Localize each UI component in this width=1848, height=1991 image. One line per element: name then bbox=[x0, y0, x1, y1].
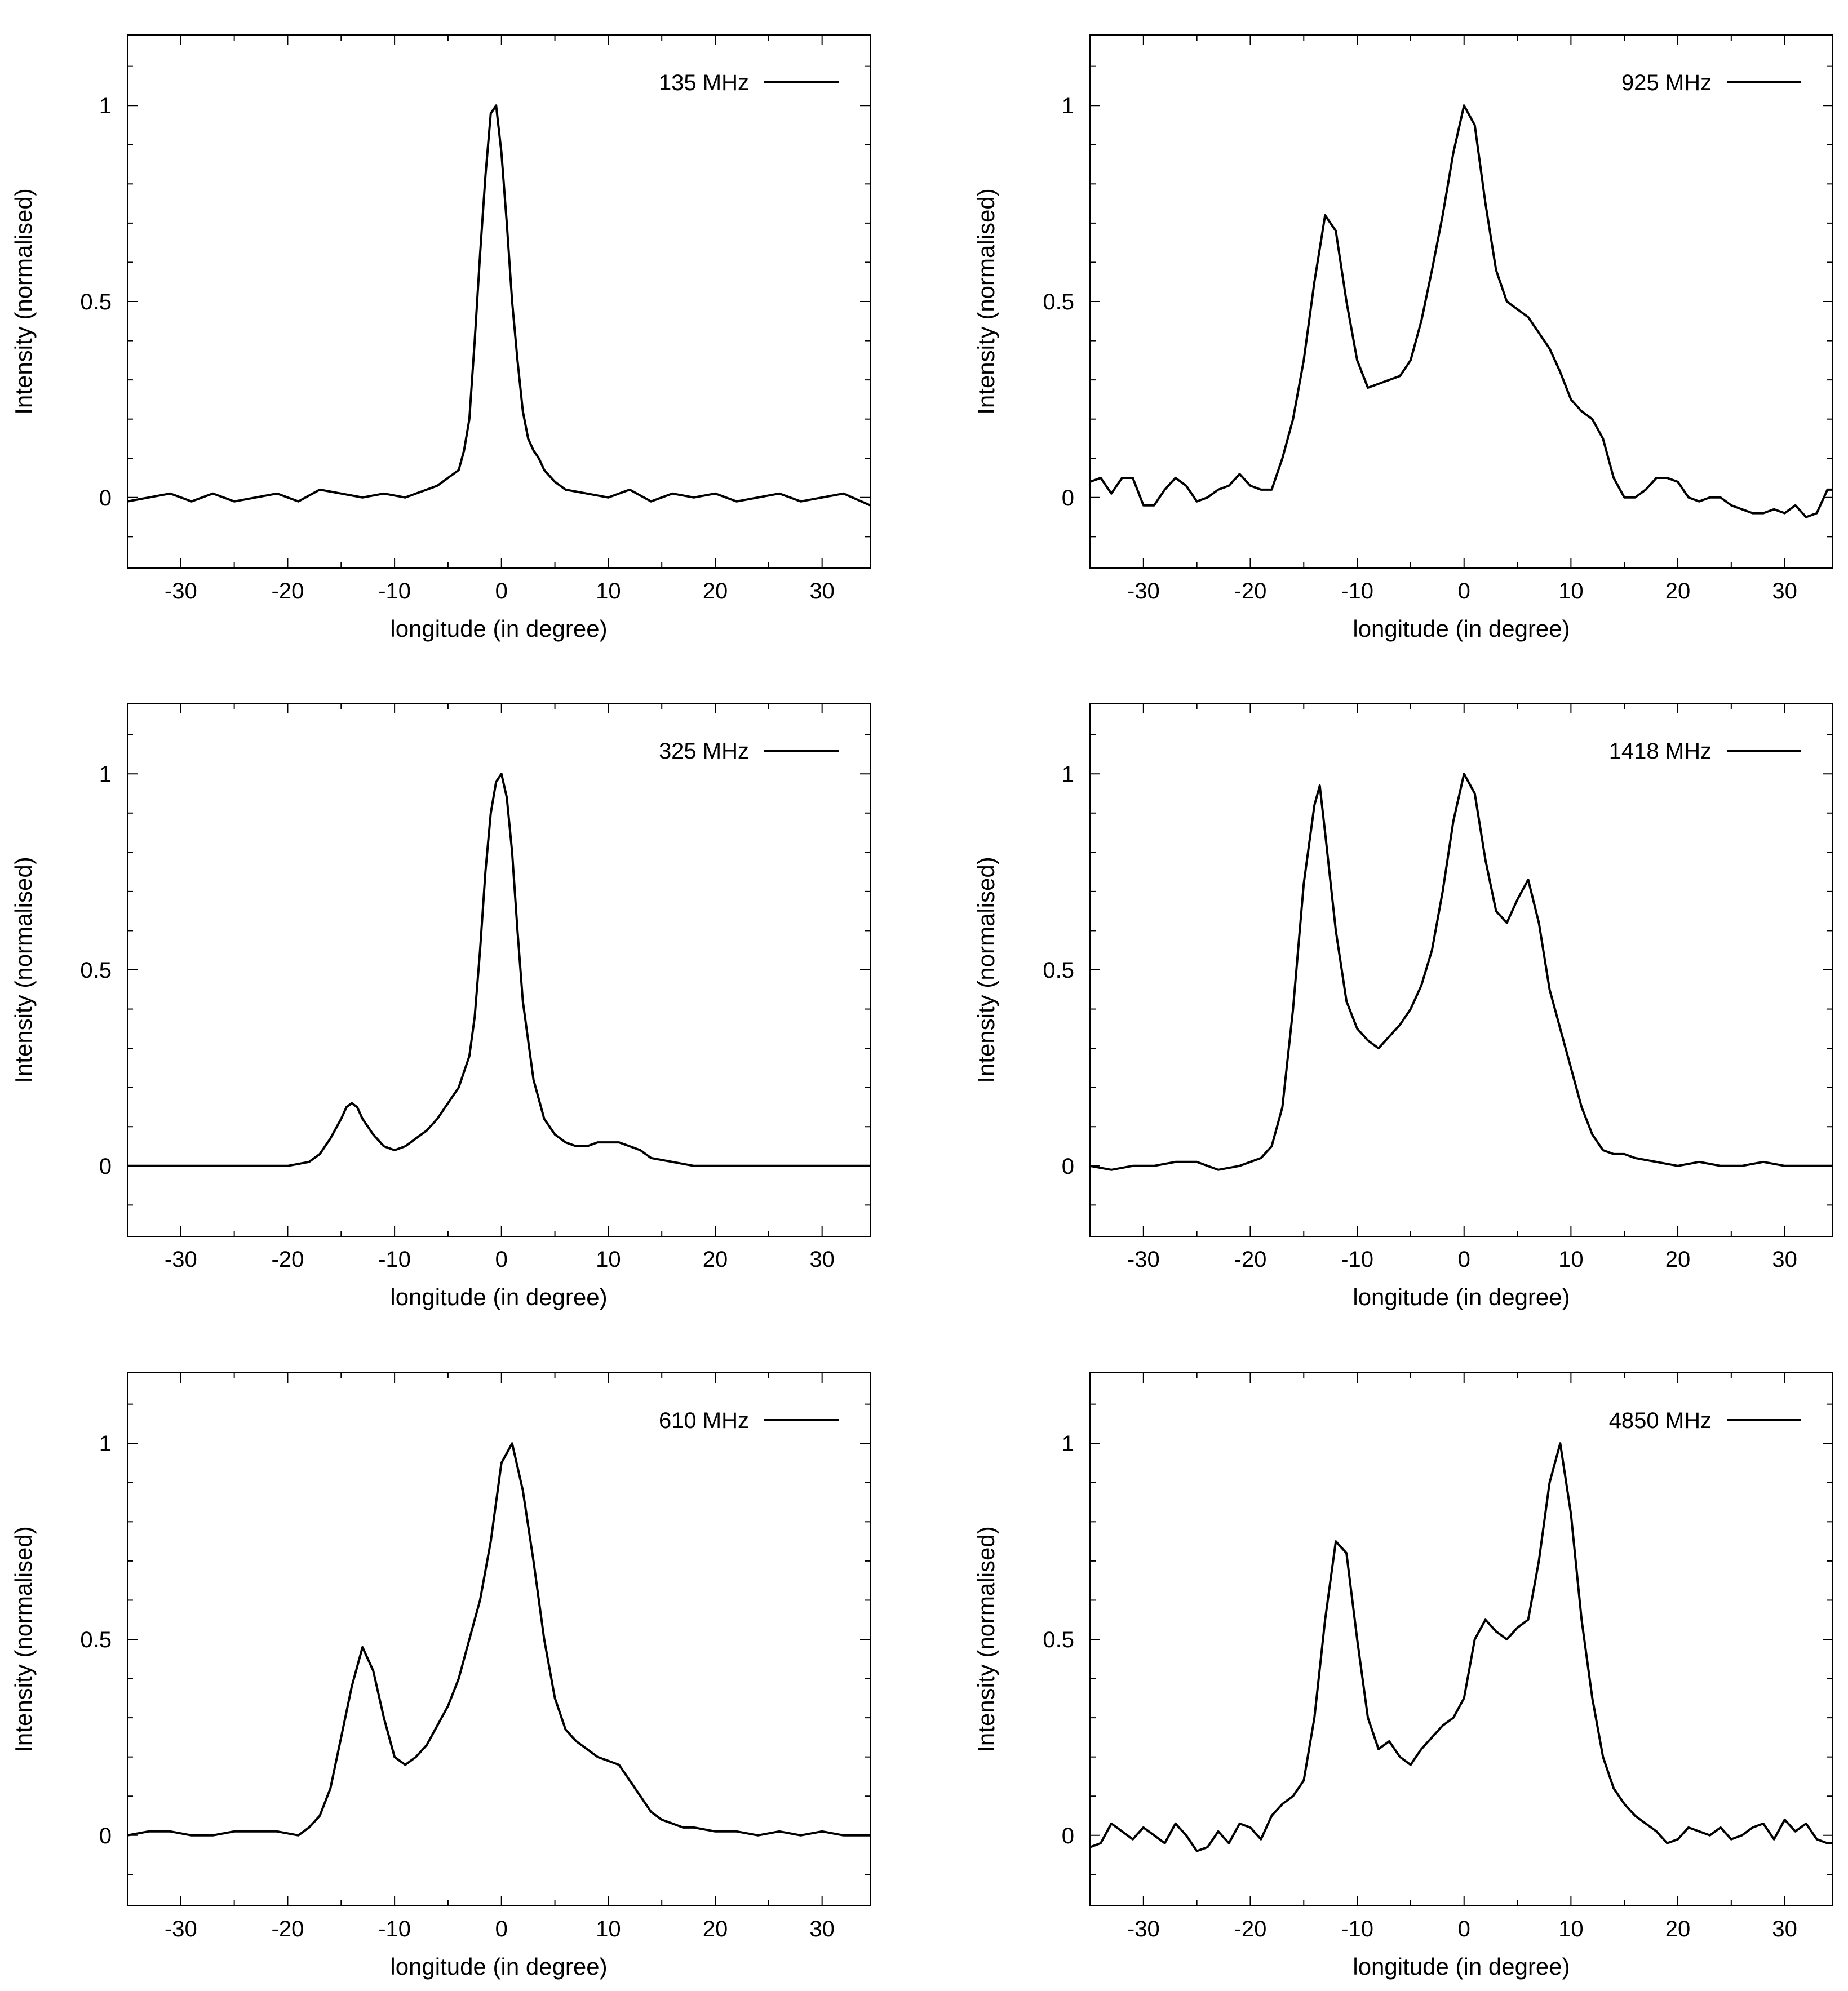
profile-line bbox=[1090, 1442, 1833, 1852]
x-tick-label: -20 bbox=[272, 1917, 304, 1941]
y-tick-label: 1 bbox=[1062, 94, 1074, 118]
legend-label: 1418 MHz bbox=[1609, 739, 1712, 764]
x-tick-label: 30 bbox=[809, 1247, 835, 1272]
x-tick-label: 30 bbox=[809, 1917, 835, 1941]
x-tick-label: 0 bbox=[495, 579, 508, 604]
x-tick-label: 20 bbox=[703, 579, 728, 604]
x-tick-label: 20 bbox=[703, 1247, 728, 1272]
x-tick-label: -20 bbox=[272, 579, 304, 604]
x-tick-label: -30 bbox=[165, 1917, 197, 1941]
y-tick-label: 1 bbox=[99, 1431, 112, 1456]
x-tick-label: -30 bbox=[1127, 579, 1160, 604]
y-tick-label: 0 bbox=[1062, 1824, 1074, 1848]
y-tick-label: 0.5 bbox=[80, 290, 112, 314]
y-tick-label: 0 bbox=[99, 1824, 112, 1848]
x-tick-label: 30 bbox=[1772, 1247, 1797, 1272]
x-tick-label: 10 bbox=[1558, 579, 1584, 604]
profile-line bbox=[127, 1442, 870, 1837]
x-tick-label: 10 bbox=[1558, 1247, 1584, 1272]
chart-panel: -30 -20 -10 0 10 20 30 0 0.5 1 longitude (in degre… bbox=[973, 703, 1833, 1310]
profile-line bbox=[127, 104, 870, 507]
y-tick-label: 0 bbox=[99, 1154, 112, 1179]
legend-label: 135 MHz bbox=[659, 70, 749, 95]
x-tick-label: 10 bbox=[1558, 1917, 1584, 1941]
y-axis-label: Intensity (normalised) bbox=[973, 1526, 999, 1752]
y-axis-label: Intensity (normalised) bbox=[10, 188, 37, 414]
x-tick-label: -30 bbox=[1127, 1917, 1160, 1941]
chart-panel: -30 -20 -10 0 10 20 30 0 0.5 1 longitude (in degre… bbox=[10, 34, 871, 642]
y-tick-label: 1 bbox=[99, 762, 112, 787]
x-tick-label: 0 bbox=[1458, 1917, 1470, 1941]
x-tick-label: -10 bbox=[378, 1917, 411, 1941]
x-axis-label: longitude (in degree) bbox=[1353, 1953, 1570, 1980]
x-tick-label: -20 bbox=[272, 1247, 304, 1272]
y-tick-label: 0.5 bbox=[80, 958, 112, 983]
x-tick-label: -30 bbox=[1127, 1247, 1160, 1272]
y-axis-label: Intensity (normalised) bbox=[973, 857, 999, 1083]
chart-panel: -30 -20 -10 0 10 20 30 0 0.5 1 longitude (in degre… bbox=[10, 703, 871, 1310]
x-tick-label: 0 bbox=[1458, 1247, 1470, 1272]
y-tick-label: 0 bbox=[1062, 1154, 1074, 1179]
legend-label: 610 MHz bbox=[659, 1408, 749, 1433]
profile-line bbox=[1090, 773, 1833, 1171]
x-tick-label: 0 bbox=[495, 1247, 508, 1272]
profile-line bbox=[127, 773, 870, 1167]
x-tick-label: -20 bbox=[1234, 1247, 1267, 1272]
y-axis-label: Intensity (normalised) bbox=[10, 1526, 37, 1752]
profile-line bbox=[1090, 104, 1833, 518]
legend-label: 325 MHz bbox=[659, 739, 749, 764]
y-axis-label: Intensity (normalised) bbox=[973, 188, 999, 414]
chart-panel: -30 -20 -10 0 10 20 30 0 0.5 1 longitude (in degre… bbox=[973, 1372, 1833, 1980]
x-axis-label: longitude (in degree) bbox=[390, 615, 607, 642]
y-tick-label: 0 bbox=[1062, 486, 1074, 511]
x-tick-label: -10 bbox=[1341, 579, 1373, 604]
x-tick-label: -20 bbox=[1234, 1917, 1267, 1941]
legend-label: 4850 MHz bbox=[1609, 1408, 1712, 1433]
x-tick-label: -30 bbox=[165, 1247, 197, 1272]
x-tick-label: 30 bbox=[809, 579, 835, 604]
x-axis-label: longitude (in degree) bbox=[1353, 615, 1570, 642]
x-tick-label: 20 bbox=[1665, 1247, 1691, 1272]
x-tick-label: -20 bbox=[1234, 579, 1267, 604]
x-tick-label: -10 bbox=[1341, 1917, 1373, 1941]
x-tick-label: 0 bbox=[495, 1917, 508, 1941]
chart-panel: -30 -20 -10 0 10 20 30 0 0.5 1 longitude (in degre… bbox=[10, 1372, 871, 1980]
y-tick-label: 0.5 bbox=[1043, 290, 1074, 314]
x-tick-label: 30 bbox=[1772, 579, 1797, 604]
y-tick-label: 1 bbox=[1062, 762, 1074, 787]
y-tick-label: 0.5 bbox=[80, 1628, 112, 1652]
chart-panel: -30 -20 -10 0 10 20 30 0 0.5 1 longitude (in degre… bbox=[973, 34, 1833, 642]
y-tick-label: 0 bbox=[99, 486, 112, 511]
x-tick-label: 30 bbox=[1772, 1917, 1797, 1941]
x-axis-label: longitude (in degree) bbox=[390, 1953, 607, 1980]
x-tick-label: -10 bbox=[1341, 1247, 1373, 1272]
x-tick-label: 10 bbox=[596, 1247, 621, 1272]
x-tick-label: 20 bbox=[703, 1917, 728, 1941]
legend-label: 925 MHz bbox=[1621, 70, 1712, 95]
x-tick-label: 20 bbox=[1665, 579, 1691, 604]
x-tick-label: 10 bbox=[596, 1917, 621, 1941]
y-tick-label: 0.5 bbox=[1043, 958, 1074, 983]
y-tick-label: 0.5 bbox=[1043, 1628, 1074, 1652]
x-tick-label: 10 bbox=[596, 579, 621, 604]
x-tick-label: -30 bbox=[165, 579, 197, 604]
x-tick-label: -10 bbox=[378, 579, 411, 604]
x-axis-label: longitude (in degree) bbox=[1353, 1284, 1570, 1310]
x-tick-label: 20 bbox=[1665, 1917, 1691, 1941]
x-tick-label: -10 bbox=[378, 1247, 411, 1272]
y-tick-label: 1 bbox=[99, 94, 112, 118]
y-axis-label: Intensity (normalised) bbox=[10, 857, 37, 1083]
x-axis-label: longitude (in degree) bbox=[390, 1284, 607, 1310]
x-tick-label: 0 bbox=[1458, 579, 1470, 604]
y-tick-label: 1 bbox=[1062, 1431, 1074, 1456]
